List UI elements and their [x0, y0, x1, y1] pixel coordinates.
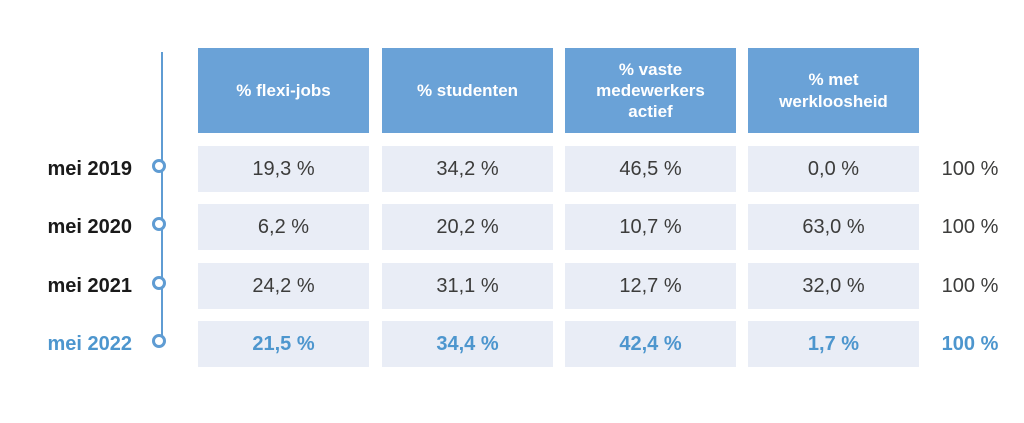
value-cell: 63,0 %: [748, 204, 919, 250]
value-cell: 0,0 %: [748, 146, 919, 192]
value-cell: 6,2 %: [198, 204, 369, 250]
timeline-line: [161, 52, 163, 344]
column-header-flexi-jobs: % flexi-jobs: [198, 48, 369, 133]
table-row-highlighted: mei 2022 21,5 % 34,4 % 42,4 % 1,7 % 100 …: [0, 321, 1024, 367]
row-total: 100 %: [941, 332, 999, 355]
row-year-label: mei 2019: [47, 157, 132, 180]
timeline-dot-icon: [152, 217, 166, 231]
value-cell: 31,1 %: [382, 263, 553, 309]
value-cell: 34,4 %: [382, 321, 553, 367]
row-total: 100 %: [941, 157, 999, 180]
row-total: 100 %: [941, 274, 999, 297]
value-cell: 21,5 %: [198, 321, 369, 367]
value-cell: 24,2 %: [198, 263, 369, 309]
value-cell: 19,3 %: [198, 146, 369, 192]
table-row: mei 2021 24,2 % 31,1 % 12,7 % 32,0 % 100…: [0, 263, 1024, 309]
value-cell: 32,0 %: [748, 263, 919, 309]
timeline-dot-icon: [152, 159, 166, 173]
value-cell: 1,7 %: [748, 321, 919, 367]
row-year-label: mei 2020: [47, 215, 132, 238]
value-cell: 20,2 %: [382, 204, 553, 250]
value-cell: 12,7 %: [565, 263, 736, 309]
row-year-label: mei 2021: [47, 274, 132, 297]
table-row: mei 2019 19,3 % 34,2 % 46,5 % 0,0 % 100 …: [0, 146, 1024, 192]
value-cell: 10,7 %: [565, 204, 736, 250]
value-cell: 42,4 %: [565, 321, 736, 367]
table-row: mei 2020 6,2 % 20,2 % 10,7 % 63,0 % 100 …: [0, 204, 1024, 250]
row-total: 100 %: [941, 215, 999, 238]
column-header-vaste-medewerkers-actief: % vaste medewerkers actief: [565, 48, 736, 133]
value-cell: 46,5 %: [565, 146, 736, 192]
timeline-dot-icon: [152, 334, 166, 348]
row-year-label: mei 2022: [47, 332, 132, 355]
column-header-met-werkloosheid: % met werkloosheid: [748, 48, 919, 133]
value-cell: 34,2 %: [382, 146, 553, 192]
column-header-studenten: % studenten: [382, 48, 553, 133]
timeline-dot-icon: [152, 276, 166, 290]
